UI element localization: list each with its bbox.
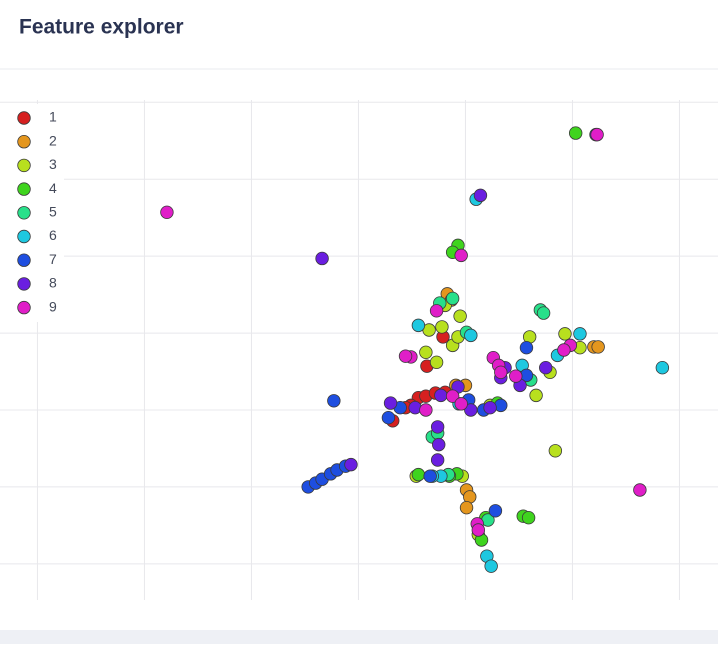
point: [383, 396, 398, 410]
legend-marker: [17, 300, 31, 315]
legend-label: 2: [49, 132, 57, 148]
point: [484, 559, 498, 573]
point: [435, 320, 449, 334]
point: [473, 188, 488, 203]
point: [655, 360, 670, 375]
point: [445, 291, 460, 306]
point: [419, 403, 433, 417]
point: [429, 304, 444, 318]
point: [344, 457, 358, 472]
point: [454, 248, 468, 263]
point: [423, 469, 437, 483]
point: [536, 306, 551, 320]
point: [529, 388, 543, 403]
point: [160, 205, 174, 220]
point: [429, 355, 444, 370]
point: [464, 403, 478, 417]
point: [633, 483, 647, 497]
point: [430, 420, 445, 434]
point: [453, 309, 467, 323]
plot-points: [160, 126, 670, 573]
point: [315, 251, 329, 266]
page-title: Feature explorer: [19, 16, 184, 39]
legend-marker: [17, 111, 31, 125]
point: [411, 467, 426, 482]
point: [494, 365, 508, 380]
footer-band: [0, 630, 718, 644]
point: [459, 500, 474, 515]
point: [464, 328, 478, 343]
legend: 1 2 3 4 5 6 7 8 9: [0, 104, 64, 322]
legend-marker: [17, 253, 31, 267]
point: [519, 340, 534, 355]
point: [430, 453, 445, 467]
legend-marker: [17, 158, 31, 173]
point: [548, 444, 563, 458]
legend-label: 4: [49, 180, 57, 196]
point: [471, 523, 486, 537]
legend-label: 9: [49, 298, 57, 314]
legend-label: 7: [49, 251, 57, 267]
point: [434, 388, 448, 403]
legend-label: 1: [49, 109, 57, 125]
legend-marker: [17, 229, 31, 244]
point: [539, 360, 553, 375]
point: [568, 126, 583, 140]
legend-marker: [17, 206, 31, 220]
point: [591, 340, 605, 354]
point: [327, 394, 341, 408]
point: [432, 437, 446, 452]
point: [558, 327, 572, 341]
point: [483, 400, 497, 415]
point: [509, 369, 523, 383]
grid: [0, 100, 718, 600]
point: [488, 504, 503, 518]
legend-label: 5: [49, 204, 57, 220]
point: [521, 510, 536, 525]
legend-background: [0, 104, 64, 322]
legend-label: 6: [49, 227, 57, 243]
legend-marker: [17, 277, 31, 291]
point: [590, 127, 604, 142]
point: [557, 343, 571, 357]
point: [419, 345, 433, 360]
legend-marker: [17, 134, 31, 149]
point: [411, 318, 426, 333]
point: [381, 410, 396, 425]
point: [445, 389, 460, 403]
point: [454, 397, 468, 411]
point: [573, 327, 587, 341]
point: [398, 349, 413, 363]
legend-label: 3: [49, 156, 57, 172]
legend-label: 8: [49, 275, 57, 291]
legend-marker: [17, 182, 31, 196]
